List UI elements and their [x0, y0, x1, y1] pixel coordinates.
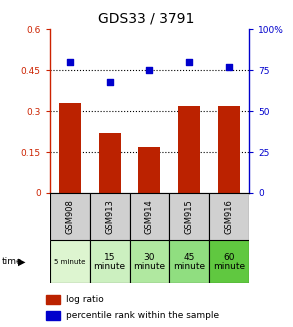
Bar: [50, 240, 90, 283]
Text: 30
minute: 30 minute: [133, 252, 166, 271]
Text: 60
minute: 60 minute: [213, 252, 245, 271]
Point: [227, 64, 231, 70]
Bar: [99, 133, 120, 193]
Point: [67, 60, 72, 65]
Bar: [130, 240, 169, 283]
Point: [147, 68, 152, 73]
Text: time: time: [1, 257, 22, 266]
Bar: [130, 193, 169, 240]
Bar: [90, 240, 130, 283]
Text: GSM914: GSM914: [145, 199, 154, 234]
Point: [187, 60, 192, 65]
Text: ▶: ▶: [18, 257, 26, 267]
Text: GDS33 / 3791: GDS33 / 3791: [98, 11, 195, 26]
Bar: [47, 295, 60, 304]
Text: percentile rank within the sample: percentile rank within the sample: [67, 311, 219, 320]
Text: 5 minute: 5 minute: [54, 259, 86, 265]
Bar: [178, 106, 200, 193]
Bar: [50, 193, 90, 240]
Text: 45
minute: 45 minute: [173, 252, 205, 271]
Bar: [209, 193, 249, 240]
Bar: [169, 193, 209, 240]
Point: [107, 79, 112, 84]
Bar: [209, 240, 249, 283]
Text: GSM913: GSM913: [105, 199, 114, 234]
Bar: [139, 146, 160, 193]
Text: GSM908: GSM908: [65, 199, 74, 234]
Text: 15
minute: 15 minute: [93, 252, 126, 271]
Text: log ratio: log ratio: [67, 295, 104, 304]
Bar: [59, 103, 81, 193]
Bar: [218, 106, 240, 193]
Bar: [47, 311, 60, 320]
Text: GSM915: GSM915: [185, 199, 194, 234]
Bar: [90, 193, 130, 240]
Bar: [169, 240, 209, 283]
Text: GSM916: GSM916: [225, 199, 234, 234]
